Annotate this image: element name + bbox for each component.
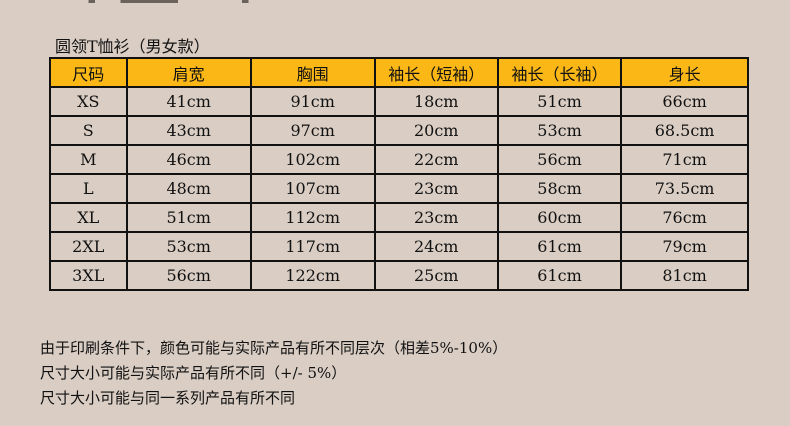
table-row: S 43cm 97cm 20cm 53cm 68.5cm: [49, 115, 749, 146]
table-cell: XL: [49, 202, 128, 233]
table-cell: 43cm: [125, 115, 252, 146]
table-cell: 97cm: [249, 115, 376, 146]
table-row: XL 51cm 112cm 23cm 60cm 76cm: [49, 202, 749, 233]
table-cell: 68.5cm: [620, 115, 749, 146]
table-cell: 91cm: [249, 86, 376, 117]
table-cell: 51cm: [125, 202, 252, 233]
column-header: 袖长（短袖）: [373, 57, 499, 88]
size-table: 尺码 肩宽 胸围 袖长（短袖） 袖长（长袖） 身长 XS 41cm 91cm 18cm 51cm 6…: [49, 57, 749, 291]
table-cell: 81cm: [620, 260, 749, 291]
table-cell: 61cm: [496, 231, 623, 262]
table-cell: 58cm: [496, 173, 623, 204]
table-cell: 60cm: [496, 202, 623, 233]
column-header: 尺码: [49, 57, 128, 88]
table-cell: XS: [49, 86, 128, 117]
note-line: 尺寸大小可能与同一系列产品有所不同: [40, 389, 296, 407]
table-row: M 46cm 102cm 22cm 56cm 71cm: [49, 144, 749, 175]
table-cell: 48cm: [125, 173, 252, 204]
table-cell: 53cm: [125, 231, 252, 262]
column-header: 身长: [620, 57, 749, 88]
table-cell: 102cm: [249, 144, 376, 175]
table-cell: 56cm: [125, 260, 252, 291]
table-row: XS 41cm 91cm 18cm 51cm 66cm: [49, 86, 749, 117]
chart-title: 圆领T恤衫（男女款）: [55, 37, 210, 56]
table-cell: 73.5cm: [620, 173, 749, 204]
cropped-top-text: [50, 0, 370, 3]
table-cell: 2XL: [49, 231, 128, 262]
table-cell: 76cm: [620, 202, 749, 233]
table-cell: 46cm: [125, 144, 252, 175]
table-cell: 25cm: [373, 260, 499, 291]
table-cell: S: [49, 115, 128, 146]
table-cell: 61cm: [496, 260, 623, 291]
note-line: 由于印刷条件下，颜色可能与实际产品有所不同层次（相差5%-10%）: [40, 339, 508, 357]
table-cell: 56cm: [496, 144, 623, 175]
table-cell: 51cm: [496, 86, 623, 117]
table-cell: 79cm: [620, 231, 749, 262]
table-cell: 18cm: [373, 86, 499, 117]
header-row: 尺码 肩宽 胸围 袖长（短袖） 袖长（长袖） 身长: [49, 57, 749, 88]
table-cell: 22cm: [373, 144, 499, 175]
table-cell: 41cm: [125, 86, 252, 117]
note-line: 尺寸大小可能与实际产品有所不同（+/- 5%）: [40, 364, 347, 382]
table-cell: 23cm: [373, 202, 499, 233]
column-header: 袖长（长袖）: [496, 57, 623, 88]
table-cell: 53cm: [496, 115, 623, 146]
table-row: 3XL 56cm 122cm 25cm 61cm 81cm: [49, 260, 749, 291]
table-row: 2XL 53cm 117cm 24cm 61cm 79cm: [49, 231, 749, 262]
table-cell: 20cm: [373, 115, 499, 146]
notes: 由于印刷条件下，颜色可能与实际产品有所不同层次（相差5%-10%） 尺寸大小可能与…: [40, 336, 507, 411]
table-cell: 122cm: [249, 260, 376, 291]
table-cell: 117cm: [249, 231, 376, 262]
table-row: L 48cm 107cm 23cm 58cm 73.5cm: [49, 173, 749, 204]
table-cell: 3XL: [49, 260, 128, 291]
table-cell: 23cm: [373, 173, 499, 204]
table-cell: L: [49, 173, 128, 204]
table-cell: 66cm: [620, 86, 749, 117]
table-cell: 107cm: [249, 173, 376, 204]
table-cell: 71cm: [620, 144, 749, 175]
table-cell: 112cm: [249, 202, 376, 233]
table-cell: M: [49, 144, 128, 175]
column-header: 胸围: [249, 57, 376, 88]
table-cell: 24cm: [373, 231, 499, 262]
column-header: 肩宽: [125, 57, 252, 88]
